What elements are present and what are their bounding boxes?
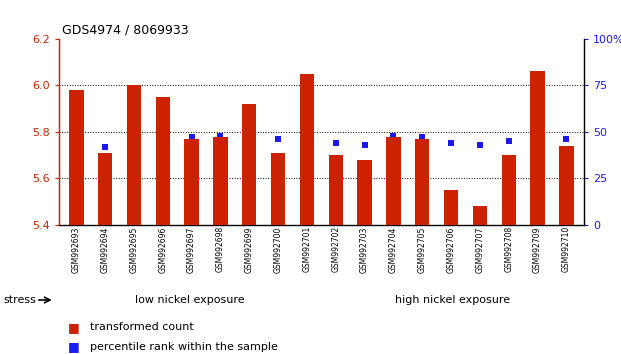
Text: low nickel exposure: low nickel exposure (135, 295, 245, 305)
Bar (271, 153, 285, 225)
Bar (329, 155, 343, 225)
Bar (300, 74, 314, 225)
Bar (213, 137, 228, 225)
Bar (69, 90, 83, 225)
Bar (560, 146, 574, 225)
Bar (242, 104, 256, 225)
Bar (98, 153, 112, 225)
Bar (444, 190, 458, 225)
Bar (415, 139, 430, 225)
Text: ■: ■ (68, 341, 80, 353)
Bar (502, 155, 516, 225)
Text: high nickel exposure: high nickel exposure (395, 295, 510, 305)
Bar (530, 72, 545, 225)
Bar (386, 137, 401, 225)
Bar (156, 97, 170, 225)
Text: GDS4974 / 8069933: GDS4974 / 8069933 (62, 23, 189, 36)
Bar (127, 85, 141, 225)
Bar (358, 160, 372, 225)
Text: transformed count: transformed count (90, 322, 194, 332)
Text: ■: ■ (68, 321, 80, 334)
Text: stress: stress (3, 295, 36, 305)
Bar (473, 206, 487, 225)
Bar (184, 139, 199, 225)
Text: percentile rank within the sample: percentile rank within the sample (90, 342, 278, 352)
